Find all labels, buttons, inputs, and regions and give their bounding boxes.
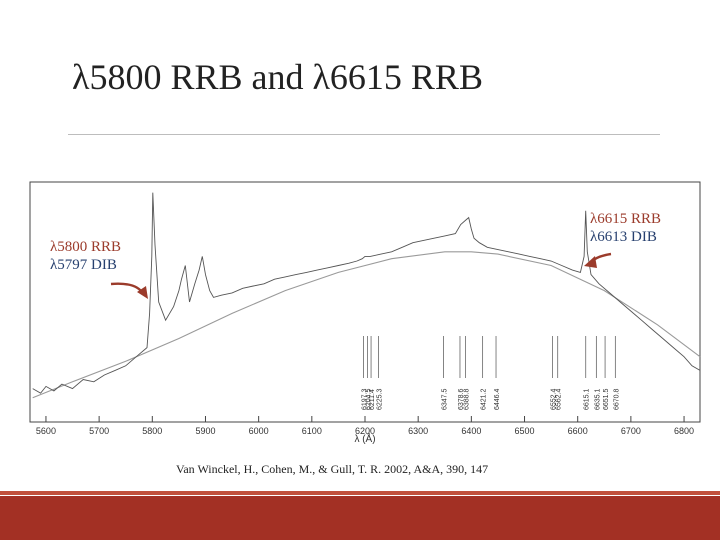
left-annotation: λ5800 RRB λ5797 DIB	[50, 238, 121, 274]
x-tick-label: 6800	[674, 426, 694, 436]
line-id-label: 6388.8	[463, 388, 470, 410]
left-arrowhead	[137, 286, 148, 299]
x-tick-label: 6500	[515, 426, 535, 436]
line-id-label: 6378.6	[458, 388, 465, 410]
continuum-line	[32, 251, 701, 399]
x-tick-label: 5800	[142, 426, 162, 436]
x-tick-label: 5900	[195, 426, 215, 436]
right-dib-label: λ6613 DIB	[590, 229, 657, 245]
x-axis-title: λ (Å)	[354, 432, 375, 445]
x-tick-label: 6700	[621, 426, 641, 436]
right-rrb-label: λ6615 RRB	[590, 211, 662, 227]
title-divider	[68, 134, 660, 135]
line-id-label: 6670.8	[613, 388, 620, 410]
line-id-label: 6446.4	[494, 388, 501, 410]
x-tick-label: 6600	[568, 426, 588, 436]
x-tick-label: 6300	[408, 426, 428, 436]
line-id-label: 6562.4	[556, 388, 563, 410]
line-id-label: 6197.3	[362, 388, 369, 410]
spectrum-line	[32, 192, 701, 394]
line-id-label: 6651.5	[603, 388, 610, 410]
line-id-label: 6204.5	[365, 388, 372, 410]
right-annotation: λ6615 RRB λ6613 DIB	[590, 210, 661, 246]
line-id-label: 6211.4	[369, 389, 376, 410]
citation: Van Winckel, H., Cohen, M., & Gull, T. R…	[176, 462, 489, 476]
line-id-label: 6635.1	[594, 388, 601, 410]
line-id-label: 6347.5	[441, 388, 448, 410]
line-id-label: 6225.3	[376, 388, 383, 410]
x-tick-label: 6400	[461, 426, 481, 436]
spectrum-chart: 6197.3 6204.5 6211.4 6225.3 6347.5 6378.6 6388…	[25, 178, 705, 446]
footer-bar	[0, 496, 720, 540]
line-id-label: 6552.4	[550, 388, 557, 410]
x-tick-label: 6000	[249, 426, 269, 436]
x-tick-label: 5600	[36, 426, 56, 436]
x-tick-label: 6100	[302, 426, 322, 436]
chart-background	[25, 178, 705, 446]
left-dib-label: λ5797 DIB	[50, 257, 117, 273]
x-tick-label: 6200	[355, 426, 375, 436]
x-tick-label: 5700	[89, 426, 109, 436]
line-id-label: 6421.2	[481, 388, 488, 410]
footer-accent-line	[0, 491, 720, 495]
left-rrb-label: λ5800 RRB	[50, 239, 122, 255]
right-arrowhead	[584, 256, 597, 268]
line-id-label: 6615.1	[584, 388, 591, 410]
slide-title: λ5800 RRB and λ6615 RRB	[72, 57, 483, 97]
